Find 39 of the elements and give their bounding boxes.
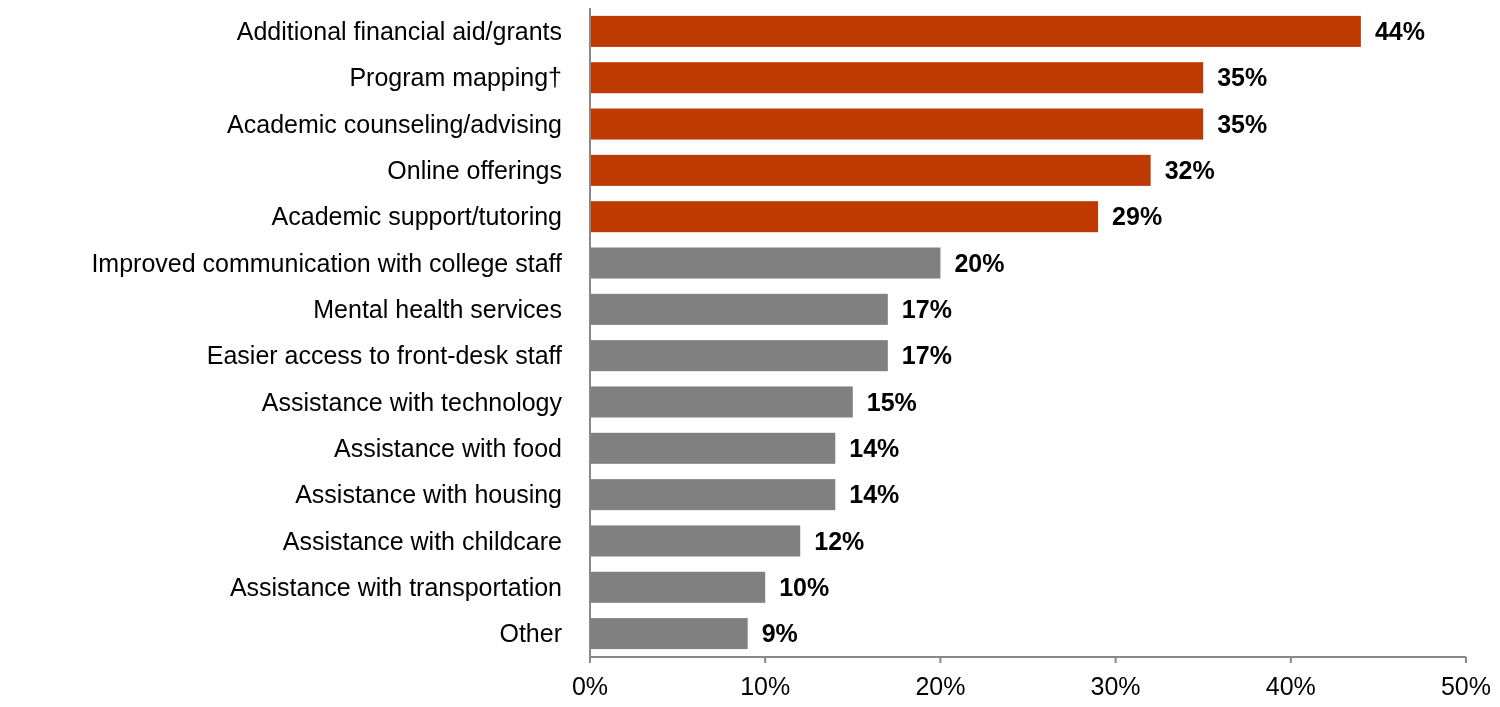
bar — [590, 108, 1204, 140]
data-label: 9% — [761, 619, 798, 648]
y-tick-label: Assistance with childcare — [282, 526, 562, 555]
y-tick-label: Academic support/tutoring — [271, 202, 562, 231]
bar — [590, 154, 1151, 186]
y-tick-label: Assistance with technology — [261, 387, 563, 416]
y-tick-label: Easier access to front-desk staff — [206, 341, 563, 370]
x-tick-label: 10% — [740, 672, 791, 700]
data-label: 20% — [954, 248, 1005, 277]
y-tick-label: Other — [499, 619, 562, 648]
x-tick-label: 50% — [1440, 672, 1492, 700]
data-label: 10% — [779, 573, 830, 602]
y-tick-label: Online offerings — [387, 156, 562, 185]
data-label: 17% — [901, 295, 952, 324]
data-label: 14% — [849, 480, 900, 509]
x-tick-label: 30% — [1090, 672, 1141, 700]
data-label: 29% — [1112, 202, 1163, 231]
data-label: 35% — [1217, 109, 1268, 138]
x-tick-label: 20% — [915, 672, 966, 700]
y-tick-label: Assistance with food — [334, 434, 562, 463]
bar — [590, 15, 1361, 47]
data-label: 32% — [1164, 156, 1215, 185]
bar — [590, 201, 1099, 233]
y-tick-label: Mental health services — [313, 295, 562, 324]
data-label: 44% — [1374, 17, 1425, 46]
data-label: 12% — [814, 526, 865, 555]
y-tick-label: Improved communication with college staff — [91, 248, 563, 277]
y-tick-label: Program mapping† — [349, 63, 562, 92]
bar — [590, 62, 1204, 94]
y-tick-label: Academic counseling/advising — [227, 109, 562, 138]
y-tick-label: Assistance with housing — [295, 480, 562, 509]
y-tick-label: Additional financial aid/grants — [236, 17, 562, 46]
data-label: 17% — [901, 341, 952, 370]
data-label: 15% — [866, 387, 917, 416]
x-tick-label: 0% — [571, 672, 609, 700]
data-label: 35% — [1217, 63, 1268, 92]
y-tick-label: Assistance with transportation — [229, 573, 562, 602]
data-label: 14% — [849, 434, 900, 463]
x-tick-label: 40% — [1265, 672, 1316, 700]
